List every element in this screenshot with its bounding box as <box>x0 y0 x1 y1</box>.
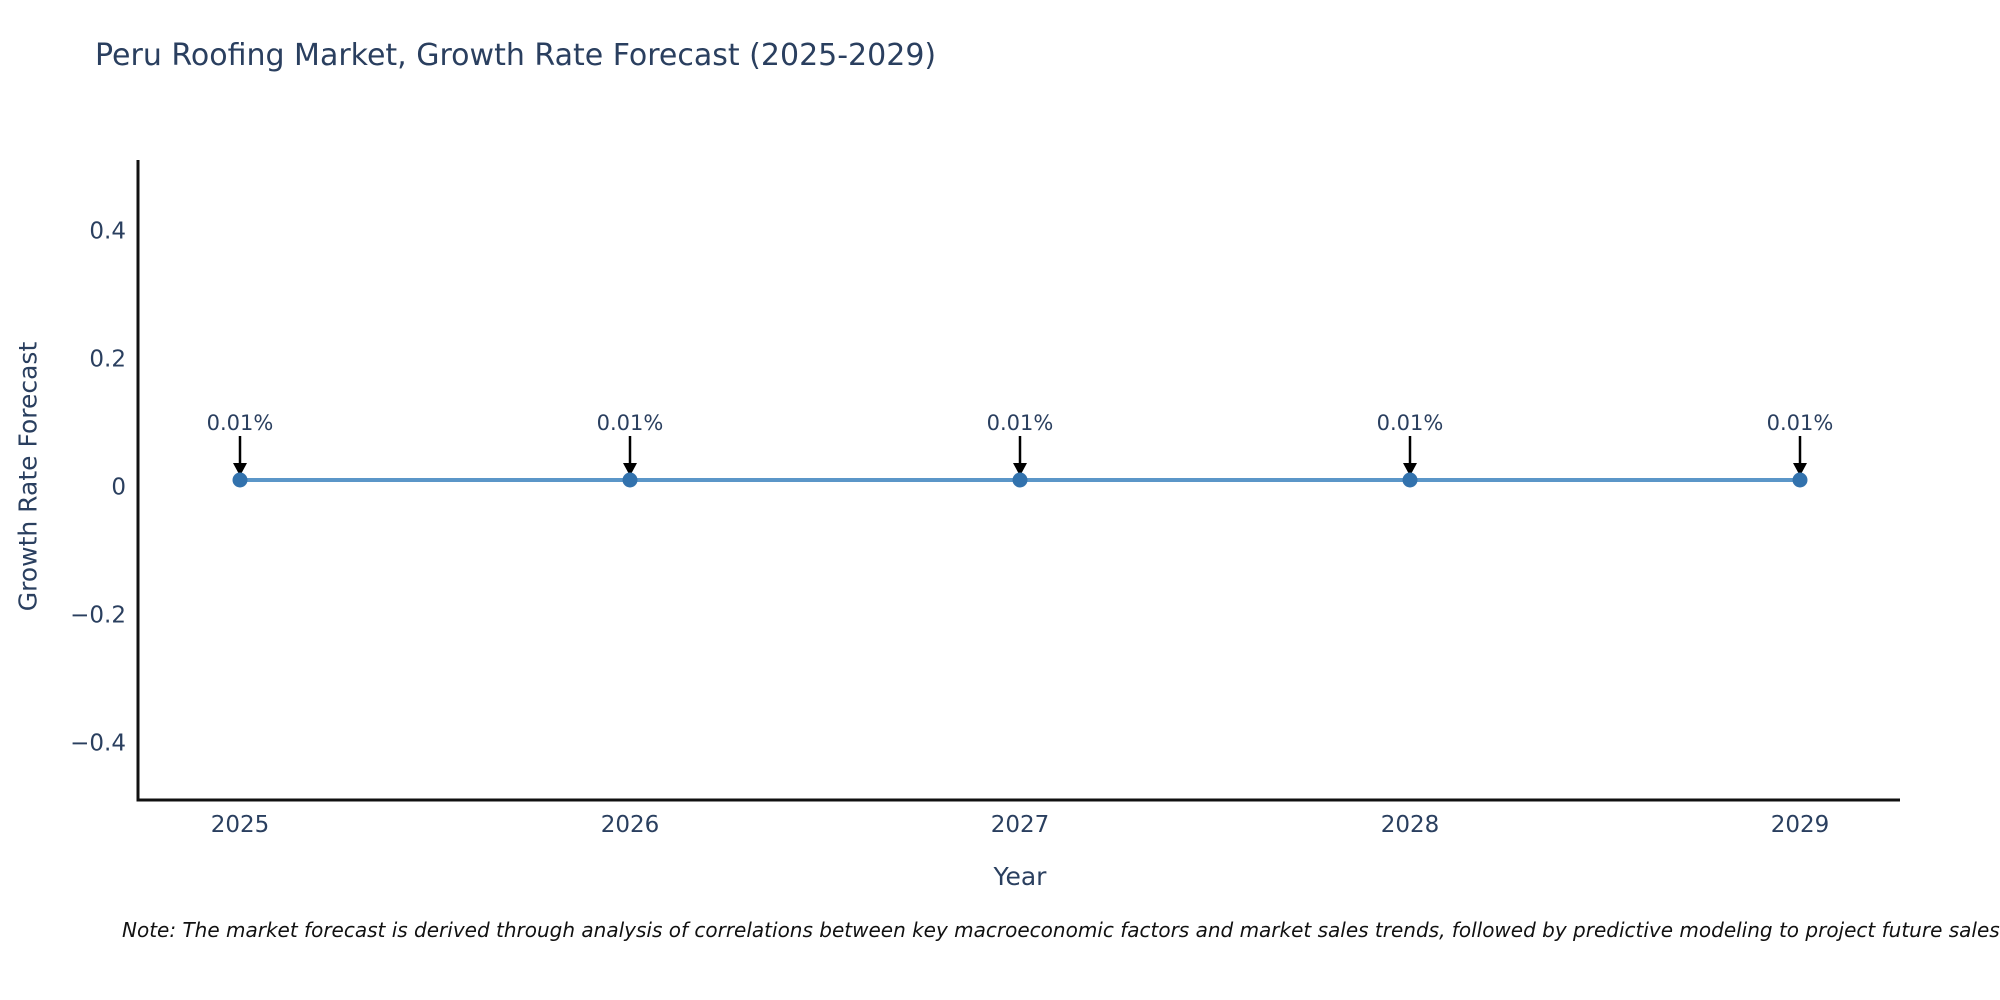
point-annotation: 0.01% <box>1377 411 1444 435</box>
annotation-arrow-head <box>1013 463 1027 476</box>
y-tick-label: 0 <box>111 474 126 500</box>
annotation-arrow-head <box>1403 463 1417 476</box>
annotation-arrow-head <box>233 463 247 476</box>
x-tick-label: 2026 <box>601 812 660 838</box>
data-point-marker <box>622 472 638 488</box>
chart-title: Peru Roofing Market, Growth Rate Forecas… <box>95 38 937 73</box>
annotation-arrow-head <box>623 463 637 476</box>
y-tick-label: −0.4 <box>70 730 126 756</box>
data-point-marker <box>232 472 248 488</box>
data-point-marker <box>1012 472 1028 488</box>
y-tick-label: 0.4 <box>89 218 126 244</box>
annotation-arrow-head <box>1793 463 1807 476</box>
point-annotation: 0.01% <box>1767 411 1834 435</box>
y-tick-label: −0.2 <box>70 602 126 628</box>
x-tick-label: 2027 <box>991 812 1050 838</box>
methodology-note: Note: The market forecast is derived thr… <box>122 918 2000 942</box>
y-axis-label: Growth Rate Forecast <box>13 341 43 612</box>
x-tick-label: 2025 <box>211 812 270 838</box>
point-annotation: 0.01% <box>987 411 1054 435</box>
data-point-marker <box>1792 472 1808 488</box>
y-tick-label: 0.2 <box>89 346 126 372</box>
x-tick-label: 2028 <box>1381 812 1440 838</box>
x-tick-label: 2029 <box>1771 812 1830 838</box>
point-annotation: 0.01% <box>207 411 274 435</box>
point-annotation: 0.01% <box>597 411 664 435</box>
data-point-marker <box>1402 472 1418 488</box>
x-axis-label: Year <box>993 862 1047 891</box>
